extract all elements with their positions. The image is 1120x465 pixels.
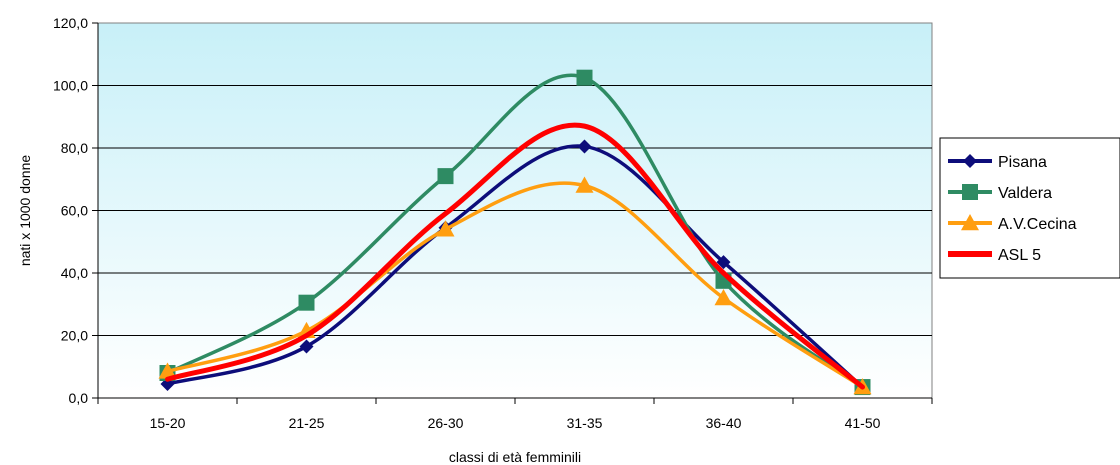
data-point-triangle — [575, 176, 594, 193]
x-tick-label: 36-40 — [706, 415, 742, 431]
legend-marker — [961, 214, 979, 231]
data-point-square — [298, 294, 315, 311]
series-a-v-cecina — [158, 176, 872, 395]
legend-label: Pisana — [998, 154, 1047, 171]
data-point-square — [437, 168, 454, 185]
y-tick-label: 100,0 — [53, 78, 88, 94]
series-lines — [158, 69, 872, 396]
legend-label: Valdera — [998, 185, 1052, 202]
data-point-square — [576, 69, 593, 86]
legend-marker — [963, 154, 977, 168]
series-asl-5 — [165, 122, 865, 390]
x-tick-label: 21-25 — [289, 415, 325, 431]
legend-label: A.V.Cecina — [998, 216, 1077, 233]
data-point-diamond — [577, 139, 592, 154]
legend-item: Valdera — [948, 184, 1052, 202]
x-tick-label: 31-35 — [567, 415, 603, 431]
legend-marker — [962, 184, 978, 200]
data-point-triangle — [436, 220, 455, 237]
data-point-diamond — [716, 255, 731, 270]
y-tick-label: 120,0 — [53, 15, 88, 31]
y-tick-label: 0,0 — [69, 390, 89, 406]
y-tick-label: 80,0 — [61, 140, 88, 156]
series-line — [165, 144, 865, 389]
legend-item: A.V.Cecina — [948, 214, 1077, 233]
y-axis-title: nati x 1000 donne — [17, 155, 33, 267]
x-axis-title: classi di età femminili — [449, 449, 581, 465]
data-point-triangle — [714, 289, 733, 306]
x-tick-label: 15-20 — [150, 415, 186, 431]
grid-lines — [98, 85, 932, 336]
series-line — [165, 181, 865, 389]
y-tick-label: 60,0 — [61, 203, 88, 219]
x-tick-label: 41-50 — [845, 415, 881, 431]
data-point-triangle — [158, 362, 177, 379]
legend-item: ASL 5 — [948, 247, 1041, 264]
legend-label: ASL 5 — [998, 247, 1041, 264]
data-point-diamond — [299, 339, 314, 354]
axes: 0,0 20,0 40,0 60,0 80,0 100,0 120,0 15-20 21-25 2… — [17, 15, 933, 465]
legend-item: Pisana — [948, 154, 1047, 171]
series-line — [165, 122, 865, 390]
x-tick-label: 26-30 — [428, 415, 464, 431]
legend: Pisana Valdera A.V.Cecina ASL 5 — [939, 137, 1120, 279]
y-tick-label: 20,0 — [61, 328, 88, 344]
y-tick-label: 40,0 — [61, 265, 88, 281]
